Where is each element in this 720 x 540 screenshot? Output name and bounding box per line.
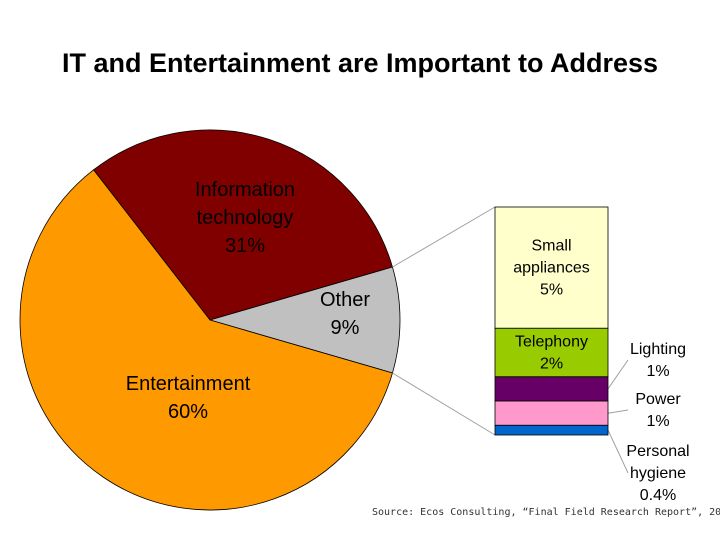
pie-slice-information-technology: [92, 129, 393, 321]
bar-value-label-personal-hygiene: 0.4%: [640, 487, 676, 504]
bar-label-personal-hygiene: hygiene: [630, 465, 686, 482]
pie-label-information-technology: technology: [197, 207, 294, 229]
pie: [19, 129, 401, 511]
leader-line-lighting: [607, 359, 629, 390]
connector-lines: [392, 206, 629, 474]
bar-segment-small-appliances: [494, 206, 609, 329]
connector-line-bottom: [392, 372, 496, 436]
pie-value-label-information-technology: 31%: [225, 235, 265, 257]
bar-label-personal-hygiene: Personal: [626, 443, 689, 460]
pie-label-entertainment: Entertainment: [126, 373, 251, 395]
bar-value-label-small-appliances: 5%: [540, 282, 563, 299]
bar-value-label-telephony: 2%: [540, 356, 563, 373]
bar-label-small-appliances: Small: [531, 238, 571, 255]
pie-value-label-entertainment: 60%: [168, 401, 208, 423]
chart-title: IT and Entertainment are Important to Ad…: [61, 48, 659, 78]
bar-segment-telephony: [494, 327, 609, 378]
bar-label-small-appliances: appliances: [513, 260, 590, 277]
source-note: Source: Ecos Consulting, “Final Field Re…: [372, 507, 720, 518]
bar-value-label-power: 1%: [646, 413, 669, 430]
connector-line-top: [392, 206, 496, 268]
pie-label-information-technology: Information: [195, 179, 295, 201]
pie-value-label-other: 9%: [331, 317, 360, 339]
bar-label-lighting: Lighting: [630, 341, 686, 358]
bar-value-label-lighting: 1%: [646, 363, 669, 380]
bar-label-telephony: Telephony: [515, 334, 588, 351]
bar-segment-personal-hygiene: [494, 424, 609, 436]
pie-slice-other: [208, 266, 401, 374]
data-labels: Information technology 31% Other 9% Entertain…: [126, 179, 690, 504]
bar-segment-power: [494, 400, 609, 426]
bar-label-power: Power: [635, 391, 681, 408]
leader-line-personal-hygiene: [607, 429, 629, 474]
breakdown-bar: [494, 206, 609, 436]
leader-line-power: [607, 409, 629, 414]
pie-label-other: Other: [320, 289, 370, 311]
bar-segment-lighting: [494, 376, 609, 402]
pie-slice-entertainment: [19, 169, 393, 511]
